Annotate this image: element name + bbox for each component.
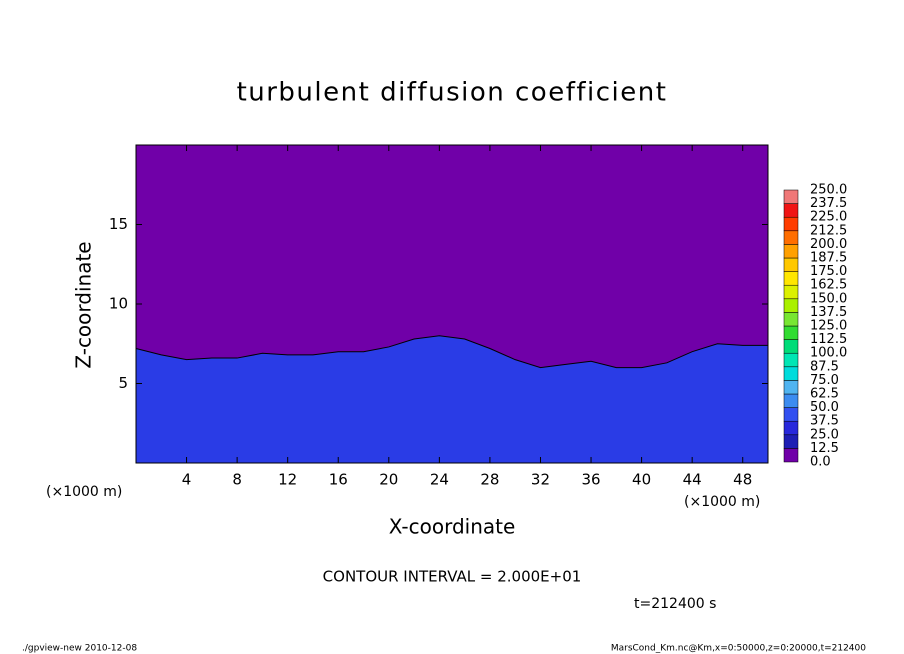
x-tick-label: 32 — [531, 471, 550, 489]
colorbar-label: 162.5 — [810, 278, 847, 293]
colorbar-box — [783, 312, 799, 327]
y-tick-label: 5 — [118, 374, 128, 392]
colorbar-label: 37.5 — [810, 414, 839, 429]
x-tick-label: 20 — [379, 471, 398, 489]
colorbar-label: 62.5 — [810, 387, 839, 402]
x-tick-label: 24 — [430, 471, 449, 489]
colorbar-box — [783, 284, 799, 300]
colorbar-label: 100.0 — [810, 346, 847, 361]
x-tick-label: 44 — [683, 471, 702, 489]
colorbar-label: 112.5 — [810, 332, 847, 347]
colorbar-box — [783, 271, 799, 286]
colorbar-box — [783, 298, 799, 313]
contour-interval: CONTOUR INTERVAL = 2.000E+01 — [323, 568, 582, 586]
colorbar-label: 237.5 — [810, 196, 847, 211]
colorbar-label: 137.5 — [810, 305, 847, 320]
x-tick-label: 8 — [232, 471, 242, 489]
chart-title: turbulent diffusion coefficient — [237, 78, 668, 108]
colorbar-label: 75.0 — [810, 373, 839, 388]
x-tick-label: 16 — [329, 471, 348, 489]
colorbar-label: 87.5 — [810, 359, 839, 374]
colorbar-label: 150.0 — [810, 291, 847, 306]
colorbar-label: 12.5 — [810, 441, 839, 456]
colorbar-box — [783, 244, 799, 259]
colorbar-label: 187.5 — [810, 251, 847, 266]
x-unit: (×1000 m) — [684, 494, 760, 510]
colorbar-label: 0.0 — [810, 455, 831, 470]
colorbar-label: 200.0 — [810, 237, 847, 252]
colorbar-box — [783, 366, 799, 381]
x-tick-label: 28 — [480, 471, 499, 489]
colorbar-box — [783, 352, 799, 368]
colorbar-label: 125.0 — [810, 319, 847, 334]
turbulent-layer — [135, 335, 769, 464]
colorbar-label: 175.0 — [810, 264, 847, 279]
colorbar-box — [783, 393, 799, 408]
colorbar-label: 25.0 — [810, 427, 839, 442]
colorbar-label: 212.5 — [810, 223, 847, 238]
y-label: Z-coordinate — [72, 241, 96, 368]
x-tick-label: 48 — [733, 471, 752, 489]
colorbar-box — [783, 325, 799, 340]
x-tick-label: 4 — [182, 471, 192, 489]
time-label: t=212400 s — [634, 596, 716, 612]
footer: MarsCond_Km.nc@Km,x=0:50000,z=0:20000,t=… — [611, 644, 866, 654]
colorbar-label: 50.0 — [810, 400, 839, 415]
colorbar-box — [783, 339, 799, 354]
x-tick-label: 40 — [632, 471, 651, 489]
y-tick-label: 10 — [109, 295, 128, 313]
colorbar-box — [783, 420, 799, 436]
colorbar-box — [783, 380, 799, 395]
x-label: X-coordinate — [389, 515, 516, 539]
colorbar-box — [783, 407, 799, 422]
colorbar-box — [783, 203, 799, 218]
x-tick-label: 12 — [278, 471, 297, 489]
colorbar-box — [783, 448, 799, 463]
colorbar-label: 250.0 — [810, 183, 847, 198]
colorbar-box — [783, 257, 799, 272]
y-tick-label: 15 — [109, 215, 128, 233]
colorbar-box — [783, 189, 799, 204]
x-tick-label: 36 — [581, 471, 600, 489]
x-unit: (×1000 m) — [46, 484, 122, 500]
colorbar-box — [783, 230, 799, 245]
footer: ./gpview-new 2010-12-08 — [22, 644, 137, 654]
colorbar-box — [783, 434, 799, 449]
colorbar-box — [783, 216, 799, 232]
colorbar-label: 225.0 — [810, 210, 847, 225]
